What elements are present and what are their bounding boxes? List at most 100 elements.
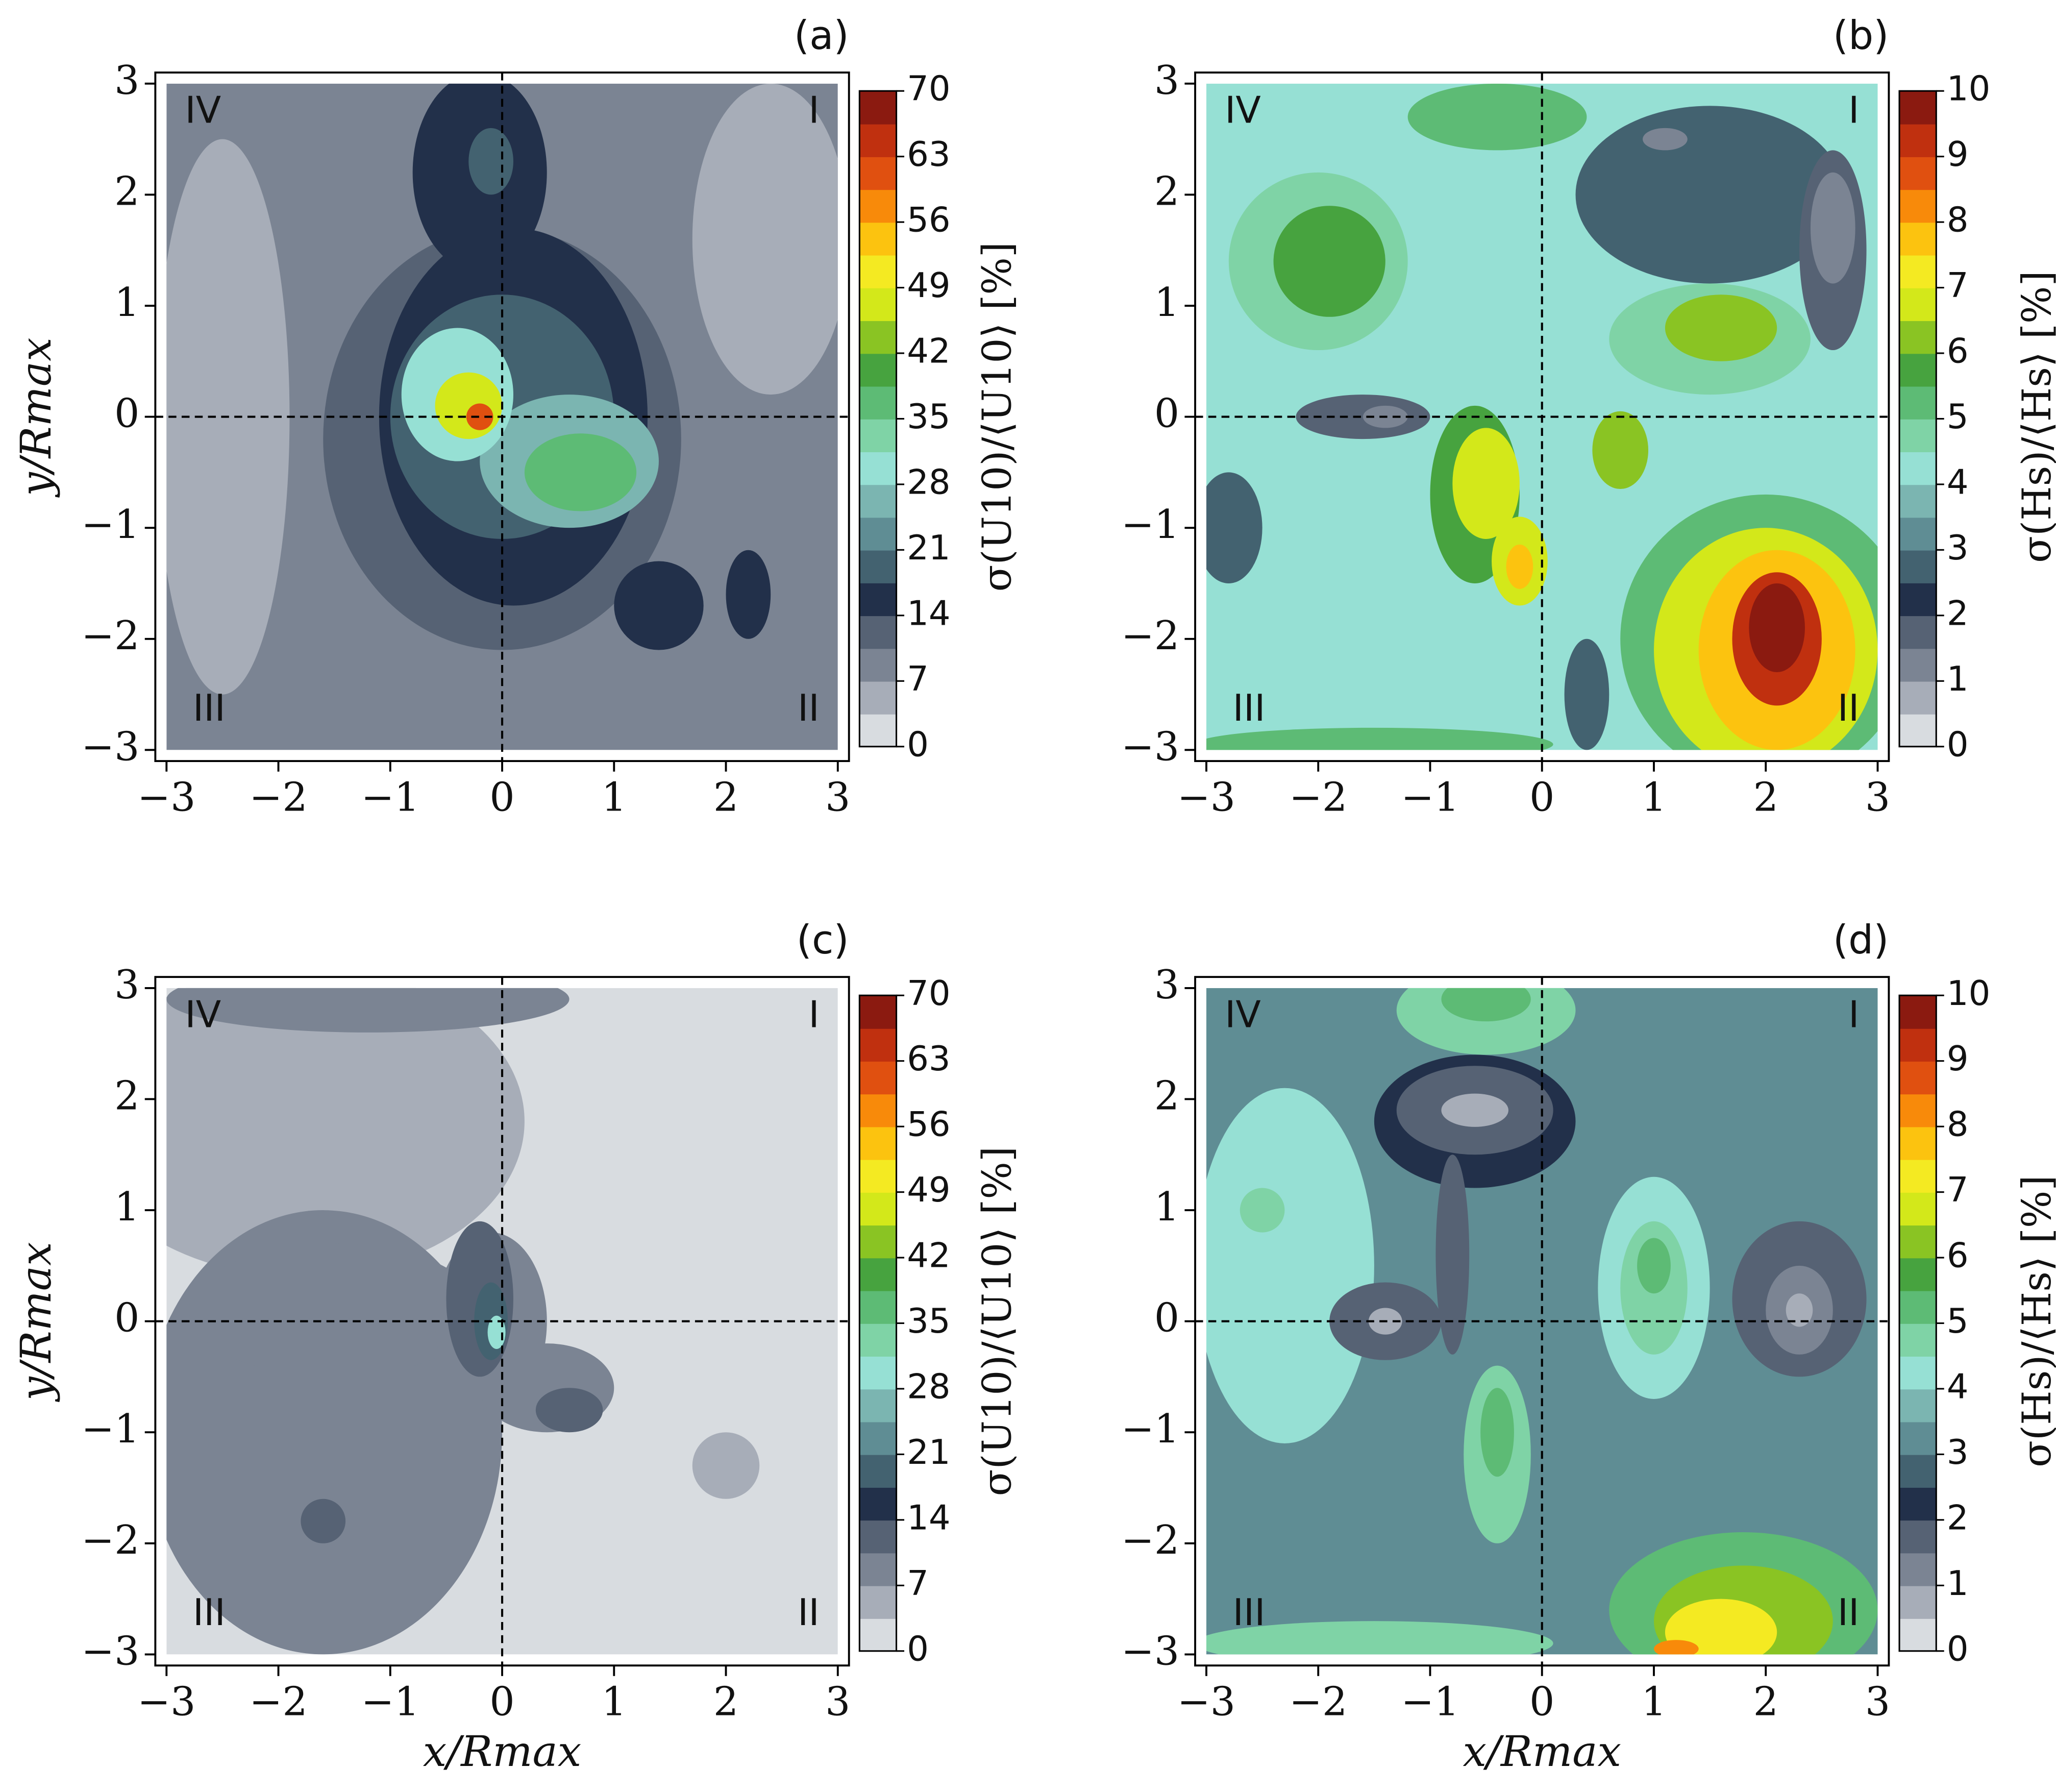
colorbar-band (1899, 1356, 1937, 1390)
y-tick-label: 1 (1154, 1184, 1179, 1230)
colorbar-tick-label: 0 (1947, 1629, 1969, 1668)
colorbar-band (1899, 156, 1937, 190)
quadrant-label: II (1838, 687, 1860, 730)
colorbar-band (1899, 1093, 1937, 1127)
colorbar-band (1899, 1323, 1937, 1357)
x-tick-label: −2 (1289, 1679, 1347, 1725)
colorbar-band (1899, 517, 1937, 551)
colorbar-band (859, 1388, 897, 1422)
colorbar-band (1899, 1519, 1937, 1554)
colorbar-tick-label: 14 (907, 593, 950, 633)
x-tick-label: −1 (1401, 774, 1459, 820)
colorbar-band (859, 124, 897, 157)
colorbar-tick-label: 63 (907, 134, 950, 174)
colorbar-tick-label: 1 (1947, 1563, 1969, 1603)
y-tick-label: 0 (114, 391, 139, 437)
colorbar-band (859, 1093, 897, 1127)
colorbar-band (1899, 681, 1937, 715)
colorbar-tick-label: 3 (1947, 528, 1969, 568)
x-tick-label: 1 (602, 774, 627, 820)
colorbar-band (1899, 1192, 1937, 1226)
x-tick-label: −1 (361, 1679, 419, 1725)
contour-region (1643, 128, 1688, 151)
y-tick-label: 2 (114, 168, 139, 214)
colorbar-band (1899, 648, 1937, 682)
quadrant-label: III (1233, 687, 1266, 730)
colorbar-band (1899, 1258, 1937, 1291)
x-tick-label: 3 (1865, 1679, 1890, 1725)
contour-region (1273, 206, 1385, 317)
x-tick-label: −1 (1401, 1679, 1459, 1725)
colorbar-tick-label: 70 (907, 973, 950, 1013)
colorbar-tick-label: 63 (907, 1039, 950, 1078)
colorbar-tick-label: 4 (1947, 462, 1969, 502)
x-tick-label: 2 (1753, 774, 1778, 820)
colorbar-tick-label: 21 (907, 528, 950, 568)
colorbar-tick-label: 56 (907, 1104, 950, 1144)
quadrant-label: II (1838, 1591, 1860, 1634)
colorbar-tick-label: 28 (907, 1367, 950, 1407)
colorbar-band (859, 1028, 897, 1062)
y-tick-label: −3 (81, 1628, 139, 1674)
quadrant-label: I (1848, 994, 1859, 1037)
y-tick-label: 1 (114, 1184, 139, 1230)
field (166, 988, 838, 1655)
contour-region (189, 1243, 480, 1377)
x-tick-label: 1 (1641, 1679, 1666, 1725)
colorbar-tick-label: 8 (1947, 200, 1969, 240)
y-tick-label: −3 (1121, 724, 1179, 770)
quadrant-label: III (1233, 1591, 1266, 1634)
colorbar-band (1899, 255, 1937, 288)
colorbar-band (1899, 995, 1937, 1029)
contour-region (166, 988, 525, 1277)
colorbar-tick-label: 10 (1947, 973, 1990, 1013)
x-tick-label: 3 (1865, 774, 1890, 820)
contour-region (524, 433, 637, 511)
quadrant-label: III (193, 1591, 226, 1634)
contour-region (535, 1388, 603, 1433)
contour-region (1654, 1640, 1699, 1655)
colorbar-band (859, 1585, 897, 1619)
field (1206, 988, 1878, 1655)
panel-title: (d) (1833, 917, 1889, 963)
colorbar-band (859, 451, 897, 485)
y-tick-label: 2 (1154, 168, 1179, 214)
colorbar-tick-label: 0 (1947, 724, 1969, 764)
colorbar-band (859, 681, 897, 715)
x-tick-label: 3 (825, 1679, 850, 1725)
contour-region (1441, 1093, 1508, 1127)
x-tick-label: 2 (713, 774, 738, 820)
y-tick-label: 3 (1154, 58, 1179, 104)
contour-region (301, 1499, 346, 1543)
x-tick-label: 0 (489, 1679, 514, 1725)
panel-title: (b) (1833, 13, 1889, 59)
panel: −3 −2 −1 0 1 2 3−3−2−10123(a)y/RmaxIIIIIIIV071… (12, 13, 1020, 820)
colorbar-label: σ(U10)/⟨U10⟩ [%] (974, 242, 1020, 592)
y-tick-label: −2 (1121, 613, 1179, 659)
colorbar-tick-label: 7 (1947, 1170, 1969, 1210)
colorbar-tick-label: 9 (1947, 134, 1969, 174)
colorbar-tick-label: 14 (907, 1498, 950, 1537)
colorbar-tick-label: 0 (907, 1629, 929, 1668)
colorbar-band (1899, 1388, 1937, 1422)
colorbar-band (1899, 189, 1937, 223)
colorbar-tick-label: 7 (1947, 265, 1969, 305)
contour-region (1665, 1599, 1777, 1655)
contour-region (1452, 428, 1520, 539)
colorbar-band (1899, 484, 1937, 518)
y-tick-label: −2 (81, 1517, 139, 1563)
colorbar-band (1899, 91, 1937, 125)
colorbar-band (859, 1421, 897, 1455)
x-tick-label: −1 (361, 774, 419, 820)
quadrant-label: I (808, 994, 819, 1037)
colorbar-band (859, 517, 897, 551)
colorbar-tick-label: 42 (907, 1236, 950, 1275)
colorbar-band (859, 1553, 897, 1586)
colorbar-band (1899, 1618, 1937, 1652)
y-tick-label: 3 (114, 962, 139, 1008)
colorbar-band (1899, 1126, 1937, 1160)
colorbar-band (859, 1258, 897, 1291)
colorbar-tick-label: 6 (1947, 1236, 1969, 1275)
contour-region (1810, 172, 1855, 284)
